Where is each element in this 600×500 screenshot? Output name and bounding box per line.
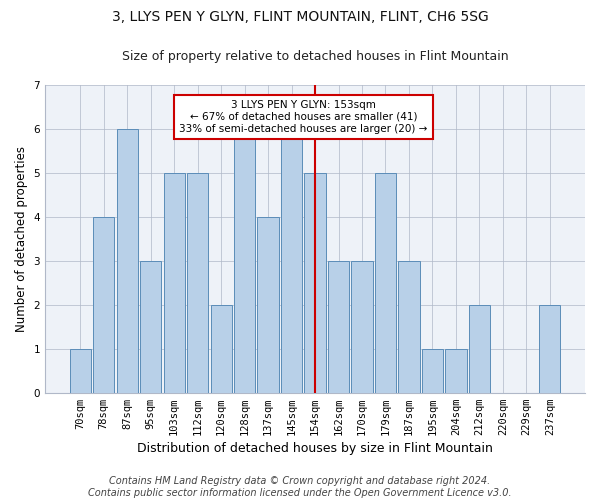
Text: 3, LLYS PEN Y GLYN, FLINT MOUNTAIN, FLINT, CH6 5SG: 3, LLYS PEN Y GLYN, FLINT MOUNTAIN, FLIN… (112, 10, 488, 24)
Bar (422, 348, 443, 393)
Bar (281, 129, 302, 392)
Bar (164, 173, 185, 392)
Text: Contains HM Land Registry data © Crown copyright and database right 2024.
Contai: Contains HM Land Registry data © Crown c… (88, 476, 512, 498)
Bar (116, 129, 137, 392)
Bar (375, 173, 396, 392)
Bar (328, 261, 349, 392)
Bar (211, 305, 232, 392)
Text: 3 LLYS PEN Y GLYN: 153sqm
← 67% of detached houses are smaller (41)
33% of semi-: 3 LLYS PEN Y GLYN: 153sqm ← 67% of detac… (179, 100, 427, 134)
Bar (539, 305, 560, 392)
Bar (352, 261, 373, 392)
Bar (93, 217, 114, 392)
Y-axis label: Number of detached properties: Number of detached properties (15, 146, 28, 332)
Bar (70, 348, 91, 393)
X-axis label: Distribution of detached houses by size in Flint Mountain: Distribution of detached houses by size … (137, 442, 493, 455)
Bar (445, 348, 467, 393)
Bar (187, 173, 208, 392)
Bar (469, 305, 490, 392)
Bar (304, 173, 326, 392)
Bar (257, 217, 278, 392)
Title: Size of property relative to detached houses in Flint Mountain: Size of property relative to detached ho… (122, 50, 508, 63)
Bar (398, 261, 419, 392)
Bar (140, 261, 161, 392)
Bar (234, 129, 255, 392)
